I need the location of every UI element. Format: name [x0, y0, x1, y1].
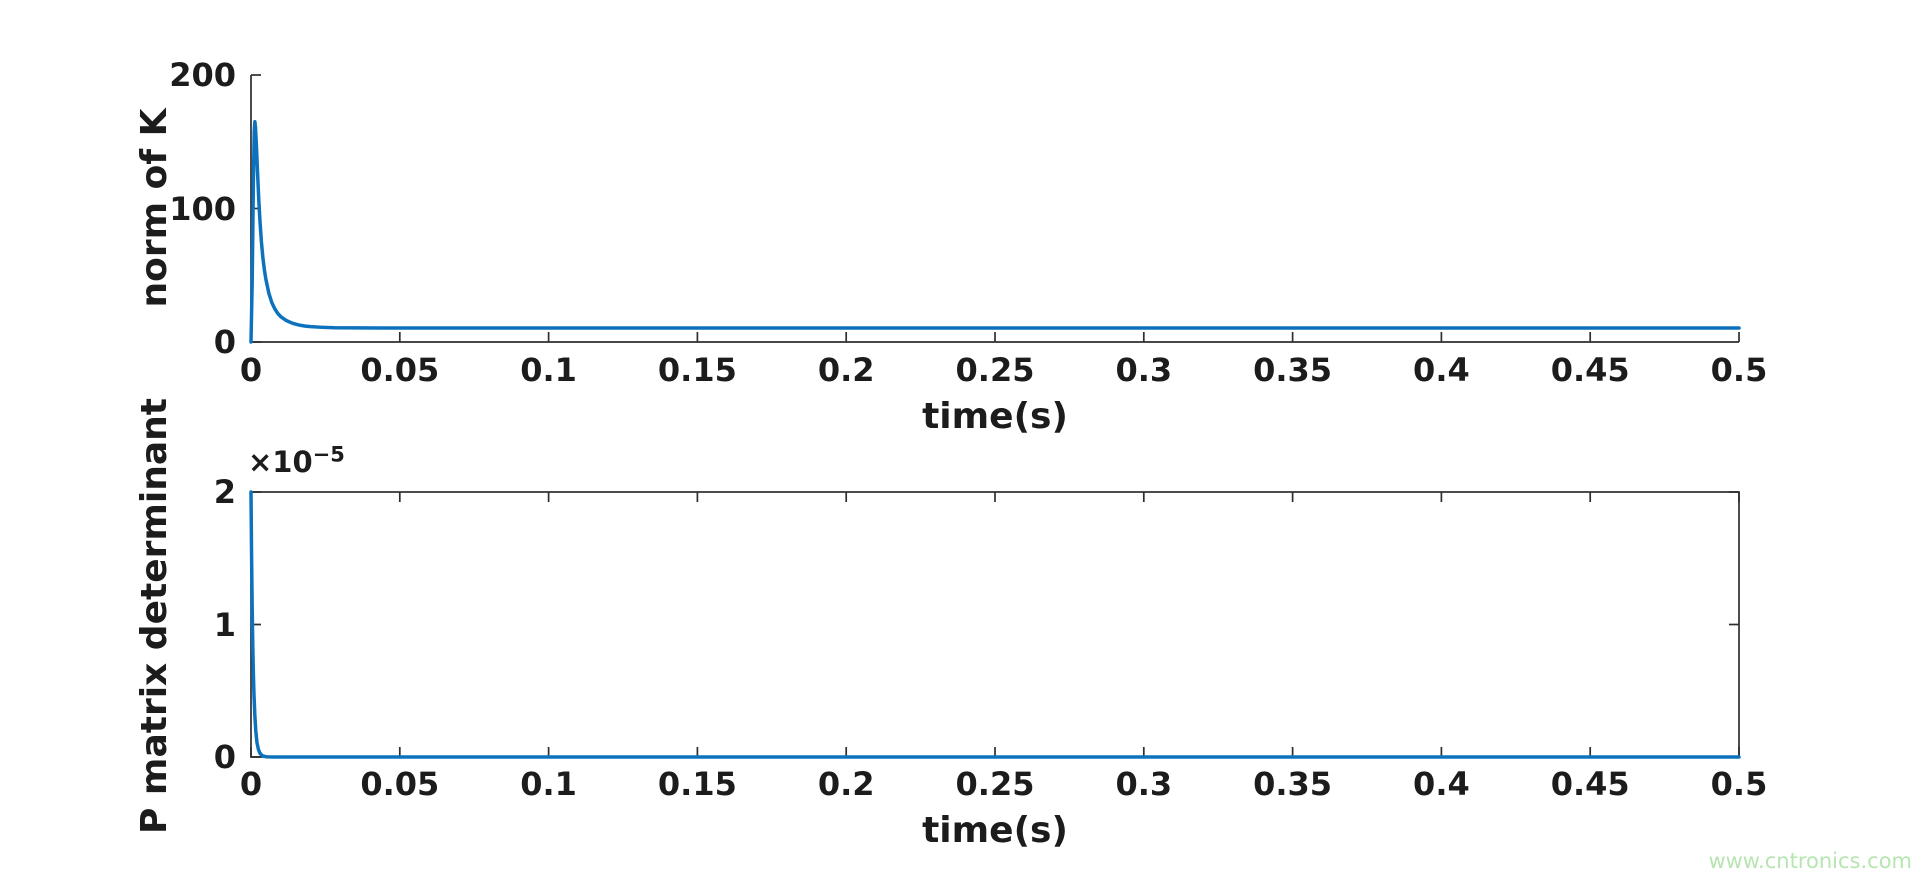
x-tick-label: 0.15 [657, 351, 737, 389]
y-tick-label: 0 [213, 323, 236, 361]
x-tick-label: 0.35 [1253, 351, 1333, 389]
norm-of-k-curve [249, 119, 1741, 344]
x-tick-label: 0.2 [817, 765, 875, 803]
x-tick-label: 0.2 [817, 351, 875, 389]
x-tick-label: 0.5 [1710, 765, 1768, 803]
x-tick-label: 0.3 [1115, 351, 1173, 389]
x-tick-label: 0.1 [520, 351, 577, 389]
top-chart-axes [250, 75, 1739, 343]
exponent-power: −5 [312, 442, 345, 467]
x-tick-label: 0.45 [1550, 351, 1630, 389]
watermark-text: www.cntronics.com [1708, 849, 1912, 873]
x-tick-label: 0.35 [1253, 765, 1333, 803]
x-tick-label: 0.5 [1710, 351, 1768, 389]
x-tick-label: 0.1 [520, 765, 577, 803]
y-axis-exponent-label: ×10−5 [248, 444, 345, 479]
x-tick-label: 0.15 [657, 765, 737, 803]
y-tick-label: 0 [213, 738, 236, 776]
x-tick-label: 0.45 [1550, 765, 1630, 803]
x-tick-label: 0.3 [1115, 765, 1173, 803]
y-tick-label: 1 [213, 605, 236, 644]
bottom-chart-axes-box [250, 491, 1740, 758]
exponent-base: ×10 [248, 445, 313, 479]
p-matrix-determinant-curve [249, 490, 1741, 759]
y-tick-label: 200 [169, 56, 236, 94]
x-tick-label: 0 [239, 351, 263, 389]
y-tick-label: 2 [213, 473, 236, 511]
x-tick-label: 0.05 [360, 765, 440, 803]
x-tick-label: 0.05 [360, 351, 440, 389]
top-chart-x-axis-label: time(s) [922, 396, 1068, 437]
bottom-chart-y-axis-label: P matrix determinant [134, 398, 175, 834]
x-tick-label: 0 [239, 765, 263, 803]
top-chart-y-axis-label: norm of K [134, 108, 175, 308]
x-tick-label: 0.4 [1413, 351, 1470, 389]
x-tick-label: 0.25 [955, 765, 1035, 803]
bottom-chart-x-axis-label: time(s) [922, 810, 1068, 851]
y-tick-label: 100 [169, 189, 236, 228]
x-tick-label: 0.25 [955, 351, 1035, 389]
x-tick-label: 0.4 [1413, 765, 1470, 803]
